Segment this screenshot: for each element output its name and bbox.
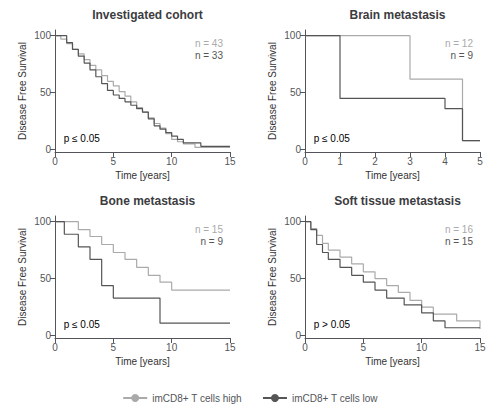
svg-text:n = 15: n = 15 bbox=[195, 224, 224, 235]
svg-text:n = 33: n = 33 bbox=[195, 50, 224, 61]
svg-text:0: 0 bbox=[302, 342, 308, 353]
svg-text:Time [years]: Time [years] bbox=[115, 356, 170, 367]
svg-text:15: 15 bbox=[474, 342, 486, 353]
svg-text:Disease Free Survival: Disease Free Survival bbox=[17, 228, 28, 326]
svg-text:Disease Free Survival: Disease Free Survival bbox=[267, 228, 278, 326]
svg-text:Disease Free Survival: Disease Free Survival bbox=[17, 42, 28, 140]
svg-text:0: 0 bbox=[295, 144, 301, 155]
svg-text:0: 0 bbox=[45, 144, 51, 155]
svg-text:100: 100 bbox=[34, 30, 51, 41]
svg-text:Bone metastasis: Bone metastasis bbox=[100, 194, 196, 208]
svg-text:100: 100 bbox=[284, 216, 301, 227]
svg-text:Disease Free Survival: Disease Free Survival bbox=[267, 42, 278, 140]
svg-text:2: 2 bbox=[372, 156, 378, 167]
svg-text:n = 16: n = 16 bbox=[445, 224, 474, 235]
svg-text:1: 1 bbox=[337, 156, 343, 167]
svg-text:Time [years]: Time [years] bbox=[115, 170, 170, 181]
svg-text:0: 0 bbox=[295, 330, 301, 341]
svg-text:15: 15 bbox=[224, 342, 236, 353]
svg-text:100: 100 bbox=[34, 216, 51, 227]
svg-text:0: 0 bbox=[52, 342, 58, 353]
svg-text:Brain metastasis: Brain metastasis bbox=[349, 8, 445, 22]
svg-text:p ≤ 0.05: p ≤ 0.05 bbox=[314, 133, 351, 144]
svg-text:n = 12: n = 12 bbox=[445, 38, 474, 49]
svg-text:imCD8+ T cells low: imCD8+ T cells low bbox=[292, 393, 378, 404]
svg-text:Soft tissue metastasis: Soft tissue metastasis bbox=[334, 194, 461, 208]
svg-text:15: 15 bbox=[224, 156, 236, 167]
svg-text:100: 100 bbox=[284, 30, 301, 41]
svg-text:n = 15: n = 15 bbox=[445, 236, 474, 247]
svg-text:5: 5 bbox=[111, 342, 117, 353]
svg-text:Time [years]: Time [years] bbox=[365, 170, 420, 181]
svg-text:p > 0.05: p > 0.05 bbox=[314, 319, 351, 330]
svg-text:4: 4 bbox=[442, 156, 448, 167]
svg-text:0: 0 bbox=[302, 156, 308, 167]
svg-text:n = 9: n = 9 bbox=[450, 50, 473, 61]
svg-text:3: 3 bbox=[407, 156, 413, 167]
svg-text:imCD8+ T cells high: imCD8+ T cells high bbox=[152, 393, 241, 404]
svg-text:10: 10 bbox=[166, 156, 178, 167]
svg-text:10: 10 bbox=[416, 342, 428, 353]
svg-text:50: 50 bbox=[290, 273, 302, 284]
svg-text:0: 0 bbox=[45, 330, 51, 341]
svg-text:50: 50 bbox=[40, 273, 52, 284]
svg-text:5: 5 bbox=[111, 156, 117, 167]
svg-text:10: 10 bbox=[166, 342, 178, 353]
svg-text:5: 5 bbox=[477, 156, 483, 167]
svg-text:p ≤ 0.05: p ≤ 0.05 bbox=[64, 319, 101, 330]
svg-text:0: 0 bbox=[52, 156, 58, 167]
svg-text:n = 9: n = 9 bbox=[200, 236, 223, 247]
svg-text:p ≤ 0.05: p ≤ 0.05 bbox=[64, 133, 101, 144]
svg-text:Time [years]: Time [years] bbox=[365, 356, 420, 367]
svg-text:Investigated cohort: Investigated cohort bbox=[92, 8, 203, 22]
svg-text:50: 50 bbox=[290, 87, 302, 98]
svg-text:5: 5 bbox=[361, 342, 367, 353]
svg-text:50: 50 bbox=[40, 87, 52, 98]
svg-text:n = 43: n = 43 bbox=[195, 38, 224, 49]
